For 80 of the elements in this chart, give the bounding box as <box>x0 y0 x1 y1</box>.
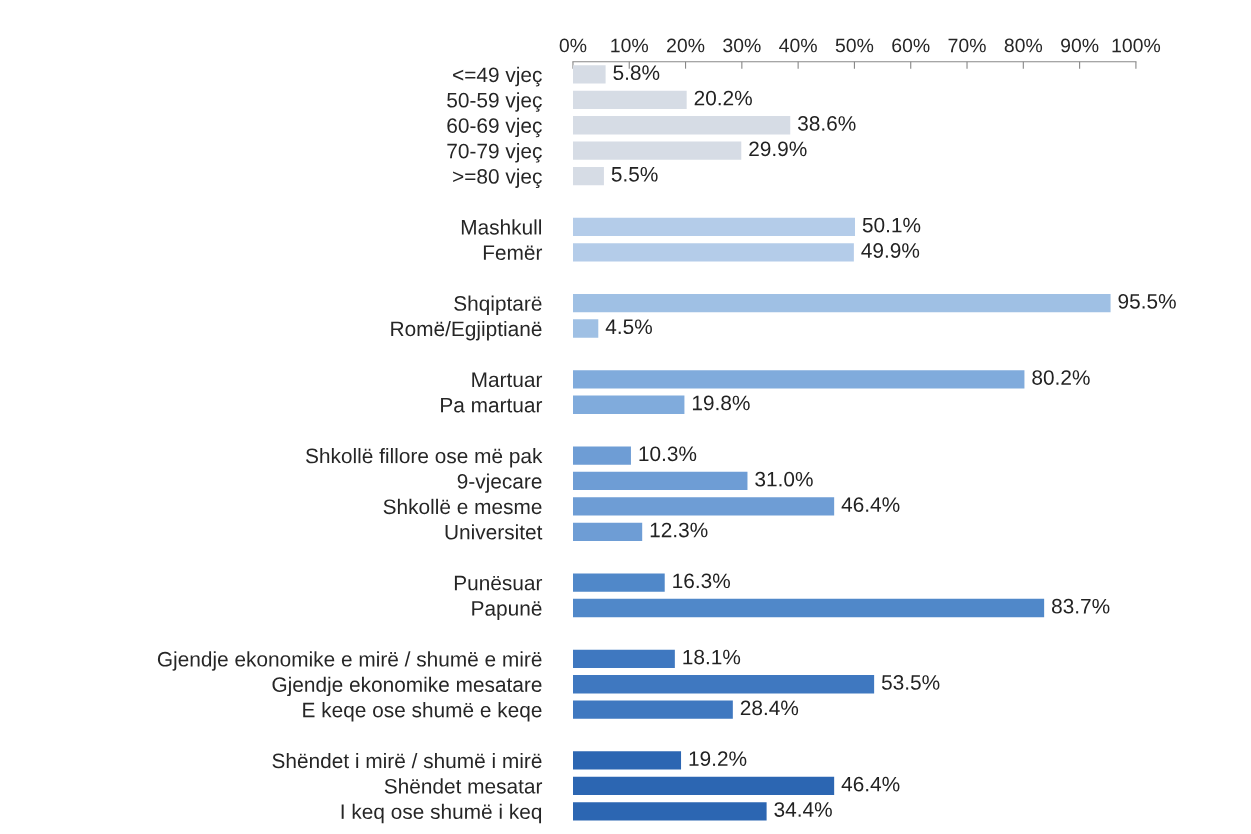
bar <box>572 497 835 516</box>
data-label: 19.2% <box>689 751 747 767</box>
bar <box>572 751 682 770</box>
bar <box>572 522 643 541</box>
bar <box>572 649 675 668</box>
y-tick-label: I keq ose shumë i keq <box>341 803 542 824</box>
bar <box>572 446 631 465</box>
y-tick-label: Shkollë e mesme <box>383 498 542 515</box>
x-tick-label: 70% <box>948 38 986 53</box>
y-tick-label: Martuar <box>472 372 543 388</box>
x-tick-label: 10% <box>611 38 649 53</box>
data-label: 20.2% <box>694 90 752 106</box>
data-label: 38.6% <box>798 116 856 131</box>
data-label: 46.4% <box>841 776 900 792</box>
y-tick-label: Shkollë fillore ose më pak <box>305 448 543 468</box>
y-tick-label: Papunë <box>472 601 542 620</box>
data-label: 80.2% <box>1032 370 1090 385</box>
y-tick-label: 70-79 vjeç <box>447 143 542 163</box>
y-tick-label: <=49 vjeç <box>453 66 542 87</box>
y-tick-label: 9-vjecare <box>457 473 542 493</box>
bar <box>572 598 1045 618</box>
bar <box>572 675 875 694</box>
y-tick-label: Universitet <box>445 524 543 540</box>
y-tick-label: Shëndet i mirë / shumë i mirë <box>272 752 542 769</box>
bar <box>572 141 742 160</box>
y-tick-label: Gjendje ekonomike e mirë / shumë e mirë <box>157 651 542 671</box>
bar <box>572 319 599 338</box>
data-label: 5.8% <box>613 65 660 81</box>
x-tick-label: 50% <box>835 38 874 53</box>
data-label: 31.0% <box>755 471 813 487</box>
x-tick-label: 90% <box>1061 38 1099 53</box>
data-label: 19.8% <box>692 395 750 411</box>
data-label: 29.9% <box>749 141 807 157</box>
y-tick-label: Femër <box>483 245 543 261</box>
bar <box>572 573 665 592</box>
bar <box>572 293 1111 313</box>
y-tick-label: Shqiptarë <box>454 295 542 315</box>
bar <box>572 802 767 821</box>
y-tick-label: Gjendje ekonomike mesatare <box>272 676 542 697</box>
y-tick-label: 60-69 vjeç <box>447 117 542 138</box>
x-tick-label: 80% <box>1004 38 1043 53</box>
y-tick-label: Pa martuar <box>441 397 543 413</box>
x-tick-label: 0% <box>559 38 587 53</box>
bar <box>572 776 835 796</box>
x-tick-label: 30% <box>723 38 761 53</box>
data-label: 10.3% <box>639 446 697 462</box>
bar <box>572 166 604 186</box>
data-label: 12.3% <box>650 522 708 538</box>
data-label: 18.1% <box>683 649 741 665</box>
data-label: 83.7% <box>1052 598 1110 614</box>
bar <box>572 217 855 237</box>
bar <box>572 116 791 135</box>
data-label: 28.4% <box>740 700 799 716</box>
data-label: 4.5% <box>605 319 652 335</box>
bar <box>572 370 1025 389</box>
x-tick-label: 60% <box>892 38 930 53</box>
data-label: 49.9% <box>861 243 920 258</box>
data-label: 95.5% <box>1118 293 1176 309</box>
bar <box>572 700 733 719</box>
bar <box>572 243 854 262</box>
y-tick-label: 50-59 vjeç <box>447 92 542 112</box>
data-label: 16.3% <box>673 573 730 589</box>
y-tick-label: Punësuar <box>454 575 543 591</box>
x-tick-label: 20% <box>667 38 705 53</box>
bar <box>572 65 606 84</box>
data-label: 53.5% <box>881 675 940 690</box>
y-tick-label: Shëndet mesatar <box>384 778 543 794</box>
x-tick-label: 100% <box>1112 38 1161 53</box>
y-tick-label: >=80 vjeç <box>453 168 542 189</box>
bar <box>572 395 685 414</box>
bar <box>572 471 748 491</box>
data-label: 34.4% <box>774 802 832 817</box>
y-tick-label: Mashkull <box>461 219 542 235</box>
bar <box>572 90 687 109</box>
y-tick-label: E keqe ose shumë e keqe <box>303 702 542 722</box>
x-tick-label: 40% <box>779 38 817 53</box>
y-tick-label: Romë/Egjiptianë <box>391 320 542 341</box>
data-label: 5.5% <box>611 166 658 182</box>
data-label: 46.4% <box>841 497 900 512</box>
data-label: 50.1% <box>862 217 921 233</box>
